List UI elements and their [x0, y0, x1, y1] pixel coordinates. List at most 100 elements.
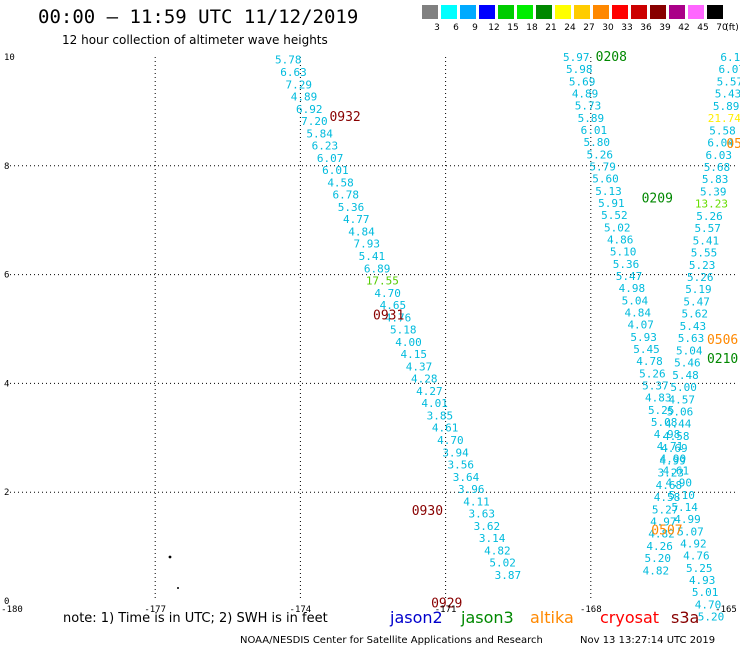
wave-height-value: 5.20: [645, 552, 672, 565]
color-scale-label: 27: [583, 23, 595, 33]
color-scale-label: 42: [678, 23, 690, 33]
wave-height-value: 4.07: [627, 319, 654, 332]
pass-time-label: 0506: [707, 333, 738, 348]
color-swatch: [574, 5, 590, 19]
wave-height-value: 5.98: [566, 63, 593, 76]
wave-height-value: 5.46: [674, 357, 701, 370]
wave-height-value: 5.23: [689, 259, 716, 272]
wave-height-value: 5.08: [651, 416, 678, 429]
color-swatch: [612, 5, 628, 19]
wave-height-value: 3.96: [458, 483, 485, 496]
wave-height-value: 6.07: [317, 152, 344, 165]
color-swatch: [460, 5, 476, 19]
wave-height-value: 4.89: [291, 91, 318, 104]
wave-height-value: 5.97: [563, 51, 590, 64]
pass-time-label: 0208: [596, 50, 627, 65]
satellite-legend-item: jason2: [390, 608, 443, 627]
altimeter-tracks: 5.786.637.294.896.927.205.846.236.076.01…: [275, 51, 740, 624]
satellite-legend-item: altika: [530, 608, 574, 627]
island-dot: [177, 587, 179, 589]
color-scale-label: 12: [488, 23, 500, 33]
color-scale-unit: (ft): [725, 23, 739, 33]
wave-height-value: 5.69: [569, 75, 596, 88]
wave-height-value: 3.63: [468, 508, 495, 521]
color-swatch: [669, 5, 685, 19]
wave-height-value: 4.90: [666, 477, 693, 490]
wave-height-value: 5.20: [698, 611, 725, 624]
wave-height-value: 6.07: [718, 63, 740, 76]
color-swatch: [688, 5, 704, 19]
footnote: note: 1) Time is in UTC; 2) SWH is in fe…: [63, 611, 328, 626]
wave-height-value: 6.04: [707, 137, 734, 150]
map-grid: [10, 57, 736, 601]
color-scale-label: 9: [472, 23, 478, 33]
wave-height-value: 3.85: [427, 409, 454, 422]
wave-height-value: 5.37: [642, 379, 669, 392]
wave-height-value: 6.01: [581, 124, 608, 137]
wave-height-value: 5.47: [616, 270, 643, 283]
color-swatch: [593, 5, 609, 19]
wave-height-value: 4.44: [665, 418, 692, 431]
wave-height-value: 5.36: [613, 258, 640, 271]
color-scale-label: 21: [545, 23, 557, 33]
wave-height-value: 5.01: [692, 586, 719, 599]
color-scale-label: 39: [659, 23, 671, 33]
wave-height-value: 4.61: [663, 465, 690, 478]
color-swatch: [498, 5, 514, 19]
wave-height-value: 6.01: [322, 164, 349, 177]
color-swatch: [631, 5, 647, 19]
wave-height-value: 5.07: [677, 525, 704, 538]
y-tick-label: 8: [4, 162, 9, 172]
wave-height-value: 5.04: [676, 344, 703, 357]
wave-height-value: 5.93: [630, 331, 657, 344]
wave-height-value: 4.90: [660, 452, 687, 465]
wave-height-value: 5.89: [578, 112, 605, 125]
color-scale-label: 15: [507, 23, 519, 33]
wave-height-value: 4.76: [385, 311, 412, 324]
wave-height-value: 4.70: [437, 434, 464, 447]
wave-height-value: 4.26: [646, 540, 673, 553]
wave-height-value: 6.78: [333, 189, 360, 202]
wave-height-value: 4.86: [607, 233, 634, 246]
color-swatch: [479, 5, 495, 19]
wave-height-value: 5.47: [683, 295, 710, 308]
wave-height-value: 5.43: [715, 88, 740, 101]
wave-height-value: 4.69: [661, 442, 688, 455]
wave-height-value: 5.00: [670, 381, 697, 394]
wave-height-value: 3.64: [453, 471, 480, 484]
x-tick-label: -165: [715, 605, 737, 615]
wave-height-value: 6.12: [720, 51, 740, 64]
wave-height-value: 5.26: [687, 271, 714, 284]
wave-height-value: 5.41: [693, 234, 720, 247]
wave-height-value: 5.26: [586, 148, 613, 161]
color-scale-label: 24: [564, 23, 576, 33]
wave-height-value: 4.98: [654, 428, 681, 441]
wave-height-value: 3.87: [495, 569, 522, 582]
color-swatch: [517, 5, 533, 19]
y-tick-label: 2: [4, 488, 9, 498]
color-scale-label: 6: [453, 23, 459, 33]
color-swatch: [536, 5, 552, 19]
generated-timestamp: Nov 13 13:27:14 UTC 2019: [580, 635, 716, 646]
color-scale-label: 3: [434, 23, 440, 33]
wave-height-value: 5.02: [604, 221, 631, 234]
wave-height-value: 5.79: [589, 160, 616, 173]
wave-height-value: 5.48: [672, 369, 699, 382]
wave-height-value: 5.80: [584, 136, 611, 149]
credit-line: NOAA/NESDIS Center for Satellite Applica…: [240, 635, 543, 646]
wave-height-value: 4.01: [421, 397, 448, 410]
wave-height-value: 5.63: [678, 332, 705, 345]
wave-height-value: 5.68: [704, 161, 731, 174]
wave-height-value: 4.82: [643, 564, 670, 577]
page-subtitle: 12 hour collection of altimeter wave hei…: [62, 33, 328, 47]
wave-height-value: 4.58: [663, 430, 690, 443]
wave-height-value: 5.91: [598, 197, 625, 210]
wave-height-value: 4.11: [463, 495, 490, 508]
wave-height-value: 13.23: [695, 198, 728, 211]
wave-height-value: 4.99: [659, 454, 686, 467]
color-scale-label: 18: [526, 23, 538, 33]
wave-height-value: 5.06: [667, 405, 694, 418]
wave-height-value: 5.26: [696, 210, 723, 223]
